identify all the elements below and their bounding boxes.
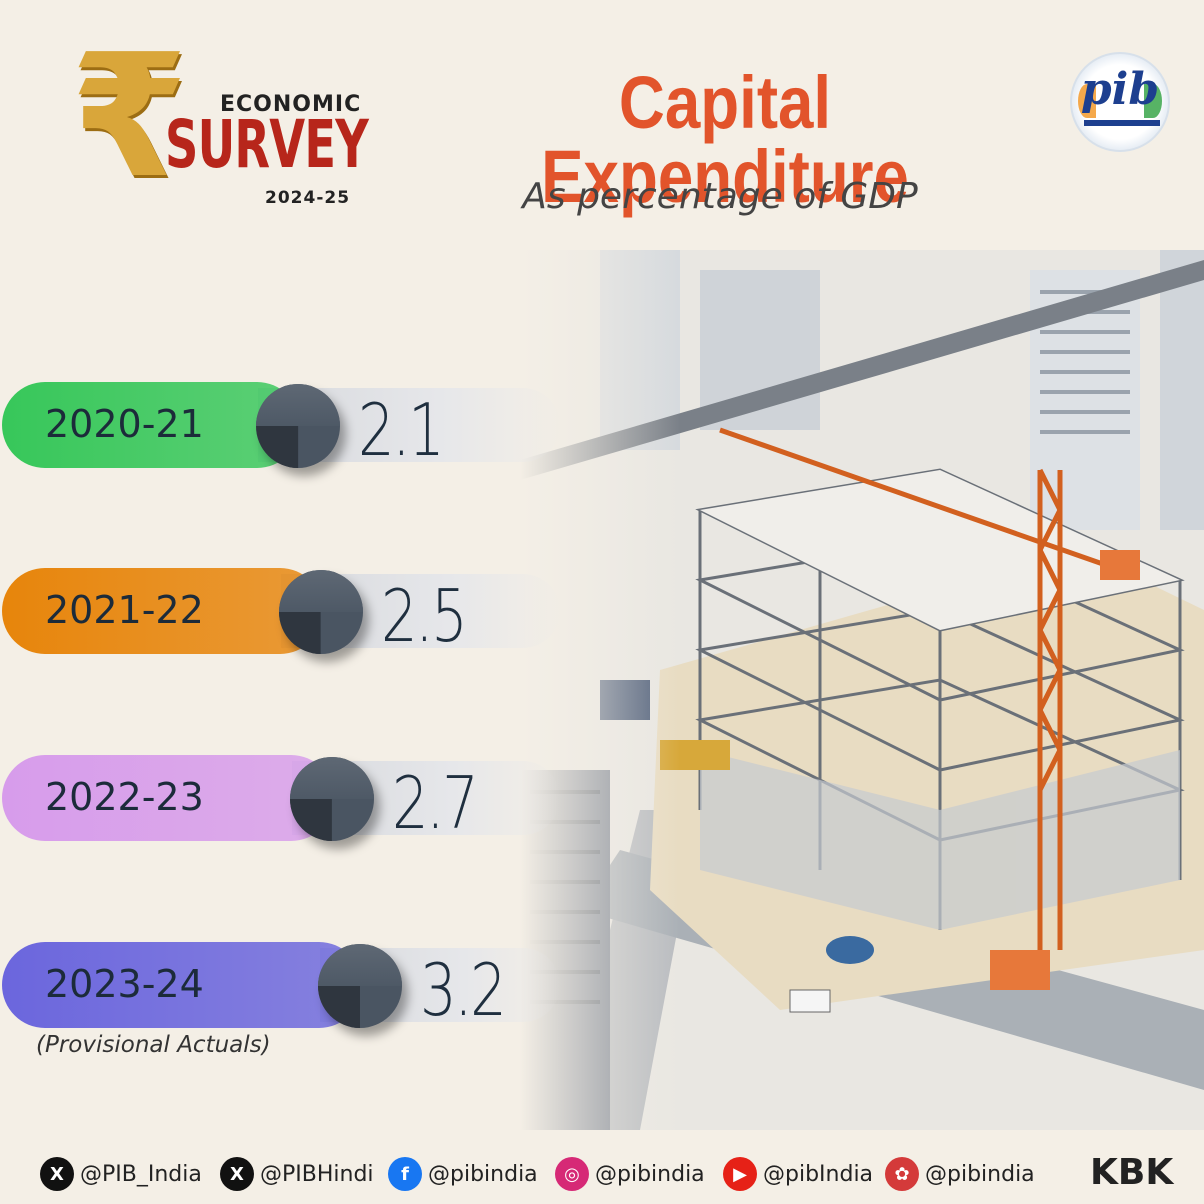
bar-category-label: 2023-24 <box>45 962 204 1006</box>
bar-knob-icon <box>318 944 402 1028</box>
social-handle: @pibindia <box>925 1161 1035 1187</box>
bar-category-label: 2020-21 <box>45 402 204 446</box>
social-handle: @pibindia <box>428 1161 538 1187</box>
social-link[interactable]: f @pibindia <box>388 1156 538 1192</box>
bar-knob-icon <box>278 570 363 654</box>
logo-survey-text: SURVEY <box>165 106 369 183</box>
footer: X @PIB_India X @PIBHindi f @pibindia ◎ @pibindi… <box>40 1152 1180 1196</box>
social-handle: @pibIndia <box>763 1161 874 1187</box>
youtube-icon: ▶ <box>723 1157 757 1191</box>
logo-year-text: 2024-25 <box>265 188 351 208</box>
bar-row-2020-21: 2020-21 2.1 <box>0 382 560 472</box>
page-title: Capital Expenditure <box>541 61 909 218</box>
facebook-icon: f <box>388 1157 422 1191</box>
bar-category-label: 2022-23 <box>45 775 204 819</box>
bar-row-2023-24: 2023-24 3.2 <box>0 942 560 1032</box>
bar-value-label: 2.5 <box>380 574 468 658</box>
bar-row-2021-22: 2021-22 2.5 <box>0 568 560 658</box>
social-link[interactable]: X @PIBHindi <box>220 1156 374 1192</box>
provisional-note: (Provisional Actuals) <box>36 1032 271 1058</box>
social-link[interactable]: ✿ @pibindia <box>885 1156 1035 1192</box>
pib-logo: pib <box>1070 52 1170 152</box>
rupee-icon: ₹ <box>70 18 189 216</box>
bar-knob-icon <box>256 384 341 468</box>
social-link[interactable]: X @PIB_India <box>40 1156 202 1192</box>
bar-value-label: 2.1 <box>358 388 445 472</box>
bar-2022-23 <box>2 755 334 841</box>
x-icon: X <box>40 1157 74 1191</box>
bar-2021-22 <box>2 568 323 654</box>
economic-survey-logo: ₹ ECONOMIC SURVEY 2024-25 <box>70 32 370 215</box>
logo-economic-text: ECONOMIC <box>220 92 362 117</box>
credit-kbk: KBK <box>1090 1152 1174 1193</box>
pib-logo-text: pib <box>1080 64 1160 115</box>
social-link[interactable]: ◎ @pibindia <box>555 1156 705 1192</box>
bar-category-label: 2021-22 <box>45 588 204 632</box>
social-handle: @pibindia <box>595 1161 705 1187</box>
bar-row-2022-23: 2022-23 2.7 <box>0 755 560 845</box>
social-link[interactable]: ▶ @pibIndia <box>723 1156 873 1192</box>
instagram-icon: ◎ <box>555 1157 589 1191</box>
koo-icon: ✿ <box>885 1157 919 1191</box>
social-handle: @PIBHindi <box>260 1161 374 1187</box>
page-subtitle: As percentage of GDP <box>522 176 918 217</box>
bar-knob-icon <box>289 757 374 841</box>
x-icon: X <box>220 1157 254 1191</box>
bar-value-label: 2.7 <box>391 761 479 845</box>
bar-2023-24 <box>2 942 362 1028</box>
bar-value-label: 3.2 <box>420 948 507 1032</box>
bar-2020-21 <box>2 382 301 468</box>
social-handle: @PIB_India <box>80 1161 202 1187</box>
